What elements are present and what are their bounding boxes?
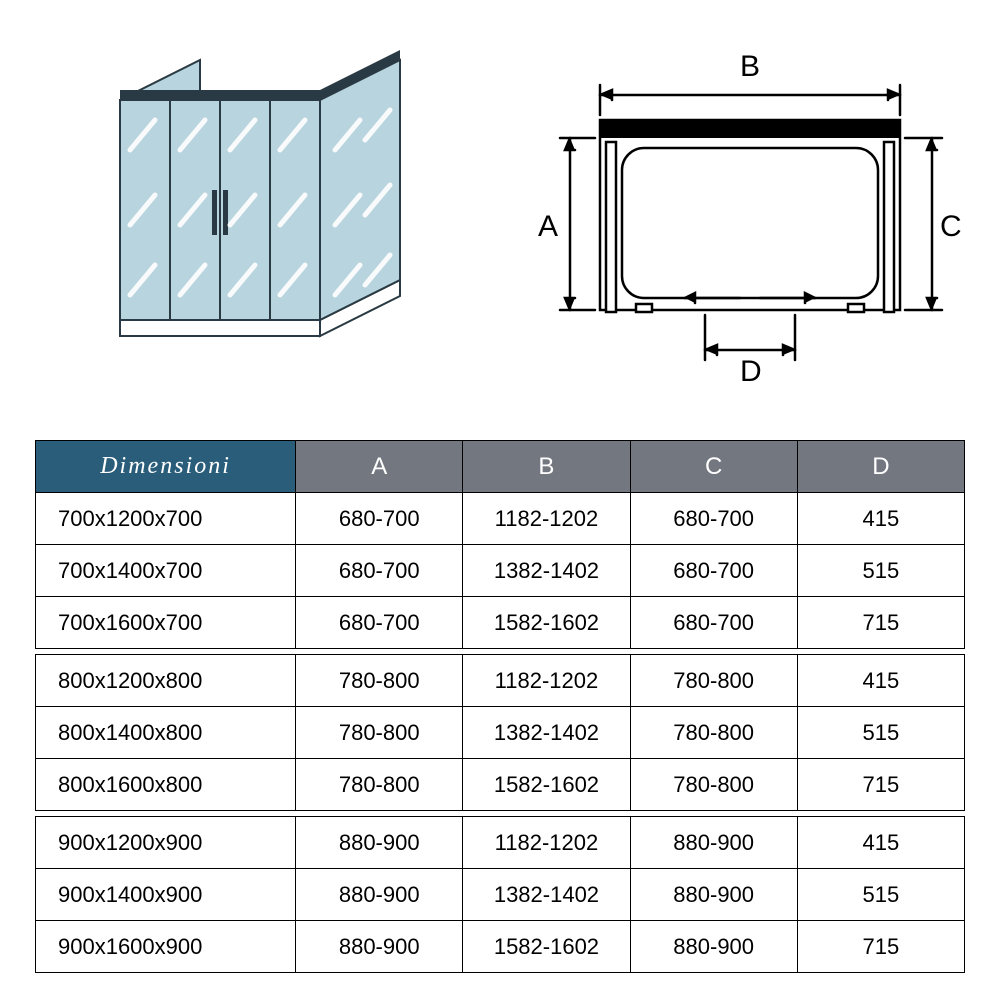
cell-B: 1382-1402: [463, 545, 630, 597]
header-D: D: [797, 441, 964, 493]
cell-D: 415: [797, 817, 964, 869]
table-row: 900x1400x900880-9001382-1402880-900515: [36, 869, 965, 921]
table-row: 700x1200x700680-7001182-1202680-700415: [36, 493, 965, 545]
cell-A: 680-700: [296, 597, 463, 649]
cell-A: 780-800: [296, 707, 463, 759]
plan-label-D: D: [740, 355, 762, 389]
cell-D: 715: [797, 759, 964, 811]
cell-A: 880-900: [296, 921, 463, 973]
plan-svg: [540, 60, 960, 400]
table-row: 900x1600x900880-9001582-1602880-900715: [36, 921, 965, 973]
cell-dim: 700x1600x700: [36, 597, 296, 649]
cell-B: 1182-1202: [463, 655, 630, 707]
cell-D: 715: [797, 921, 964, 973]
cell-dim: 800x1400x800: [36, 707, 296, 759]
cell-C: 680-700: [630, 545, 797, 597]
header-dimensioni: Dimensioni: [36, 441, 296, 493]
cell-A: 680-700: [296, 545, 463, 597]
cell-B: 1182-1202: [463, 817, 630, 869]
cell-C: 880-900: [630, 921, 797, 973]
table-row: 700x1400x700680-7001382-1402680-700515: [36, 545, 965, 597]
isometric-diagram: [100, 40, 430, 360]
cell-B: 1182-1202: [463, 493, 630, 545]
cell-D: 415: [797, 655, 964, 707]
table-row: 900x1200x900880-9001182-1202880-900415: [36, 817, 965, 869]
cell-dim: 800x1600x800: [36, 759, 296, 811]
dimensions-table-wrap: Dimensioni A B C D 700x1200x700680-70011…: [35, 440, 965, 973]
cell-A: 880-900: [296, 869, 463, 921]
cell-B: 1382-1402: [463, 869, 630, 921]
cell-dim: 800x1200x800: [36, 655, 296, 707]
cell-A: 680-700: [296, 493, 463, 545]
cell-B: 1582-1602: [463, 759, 630, 811]
cell-dim: 900x1600x900: [36, 921, 296, 973]
plan-label-B: B: [740, 50, 760, 84]
header-A: A: [296, 441, 463, 493]
table-row: 800x1600x800780-8001582-1602780-800715: [36, 759, 965, 811]
header-B: B: [463, 441, 630, 493]
cell-C: 680-700: [630, 493, 797, 545]
cell-D: 715: [797, 597, 964, 649]
cell-B: 1582-1602: [463, 921, 630, 973]
cell-D: 515: [797, 707, 964, 759]
cell-C: 780-800: [630, 707, 797, 759]
cell-B: 1582-1602: [463, 597, 630, 649]
plan-label-A: A: [538, 210, 558, 244]
cell-A: 880-900: [296, 817, 463, 869]
cell-B: 1382-1402: [463, 707, 630, 759]
cell-D: 515: [797, 545, 964, 597]
diagrams-area: B A C D: [0, 30, 1000, 410]
isometric-svg: [100, 40, 430, 360]
cell-dim: 900x1200x900: [36, 817, 296, 869]
cell-A: 780-800: [296, 655, 463, 707]
dimensions-table: Dimensioni A B C D 700x1200x700680-70011…: [35, 440, 965, 973]
table-row: 800x1400x800780-8001382-1402780-800515: [36, 707, 965, 759]
cell-D: 415: [797, 493, 964, 545]
cell-A: 780-800: [296, 759, 463, 811]
cell-C: 680-700: [630, 597, 797, 649]
table-header-row: Dimensioni A B C D: [36, 441, 965, 493]
plan-label-C: C: [940, 210, 962, 244]
table-body: 700x1200x700680-7001182-1202680-70041570…: [36, 493, 965, 973]
cell-C: 880-900: [630, 817, 797, 869]
plan-diagram: B A C D: [540, 60, 960, 400]
cell-dim: 700x1200x700: [36, 493, 296, 545]
cell-dim: 700x1400x700: [36, 545, 296, 597]
cell-C: 880-900: [630, 869, 797, 921]
cell-C: 780-800: [630, 655, 797, 707]
table-row: 800x1200x800780-8001182-1202780-800415: [36, 655, 965, 707]
cell-dim: 900x1400x900: [36, 869, 296, 921]
cell-C: 780-800: [630, 759, 797, 811]
header-C: C: [630, 441, 797, 493]
table-row: 700x1600x700680-7001582-1602680-700715: [36, 597, 965, 649]
cell-D: 515: [797, 869, 964, 921]
